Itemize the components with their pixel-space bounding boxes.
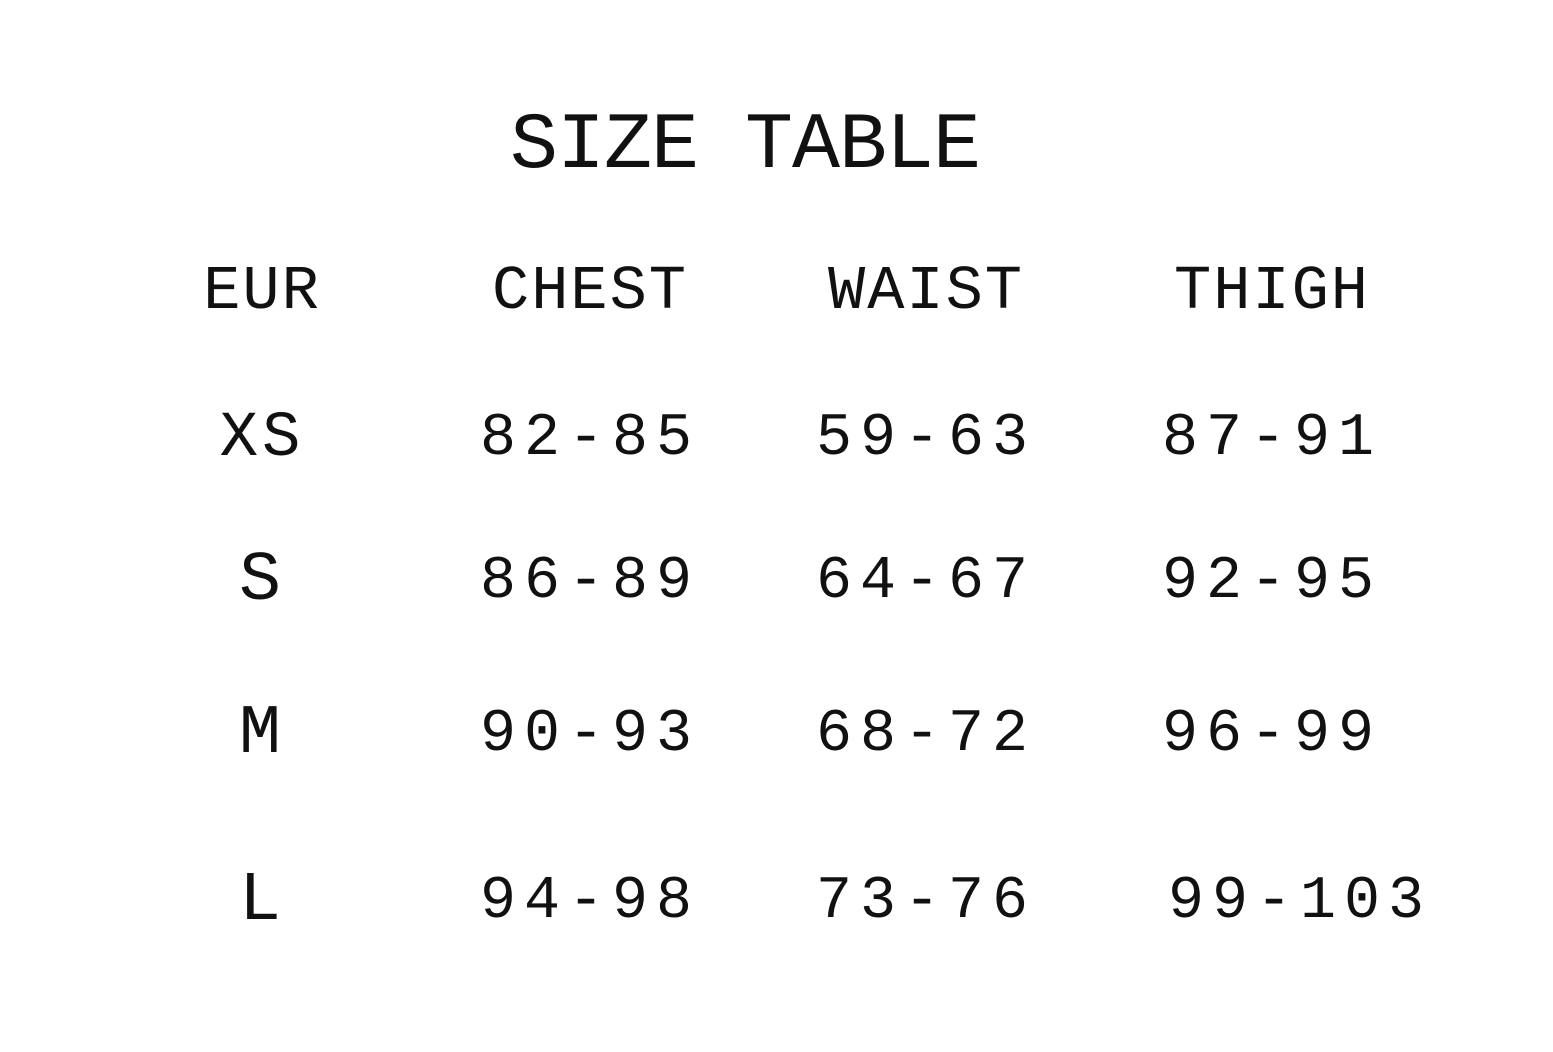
table-cell-chest: 94-98 bbox=[479, 868, 701, 936]
column-header-chest: CHEST bbox=[491, 256, 689, 327]
table-cell-waist: 59-63 bbox=[815, 405, 1037, 473]
page-title: SIZE TABLE bbox=[509, 101, 981, 192]
table-cell-thigh: 92-95 bbox=[1161, 548, 1383, 616]
size-label: S bbox=[238, 542, 286, 621]
table-cell-waist: 73-76 bbox=[815, 868, 1037, 936]
table-cell-thigh: 99-103 bbox=[1167, 868, 1433, 936]
column-header-waist: WAIST bbox=[827, 256, 1025, 327]
size-label: XS bbox=[219, 403, 305, 475]
column-header-thigh: THIGH bbox=[1173, 256, 1371, 327]
table-cell-chest: 82-85 bbox=[479, 405, 701, 473]
table-cell-thigh: 87-91 bbox=[1161, 405, 1383, 473]
table-cell-waist: 64-67 bbox=[815, 548, 1037, 616]
table-cell-waist: 68-72 bbox=[815, 701, 1037, 769]
size-label: L bbox=[238, 862, 286, 941]
column-header-eur: EUR bbox=[203, 256, 321, 327]
table-cell-chest: 90-93 bbox=[479, 701, 701, 769]
table-cell-thigh: 96-99 bbox=[1161, 701, 1383, 769]
table-cell-chest: 86-89 bbox=[479, 548, 701, 616]
size-label: M bbox=[238, 695, 286, 774]
